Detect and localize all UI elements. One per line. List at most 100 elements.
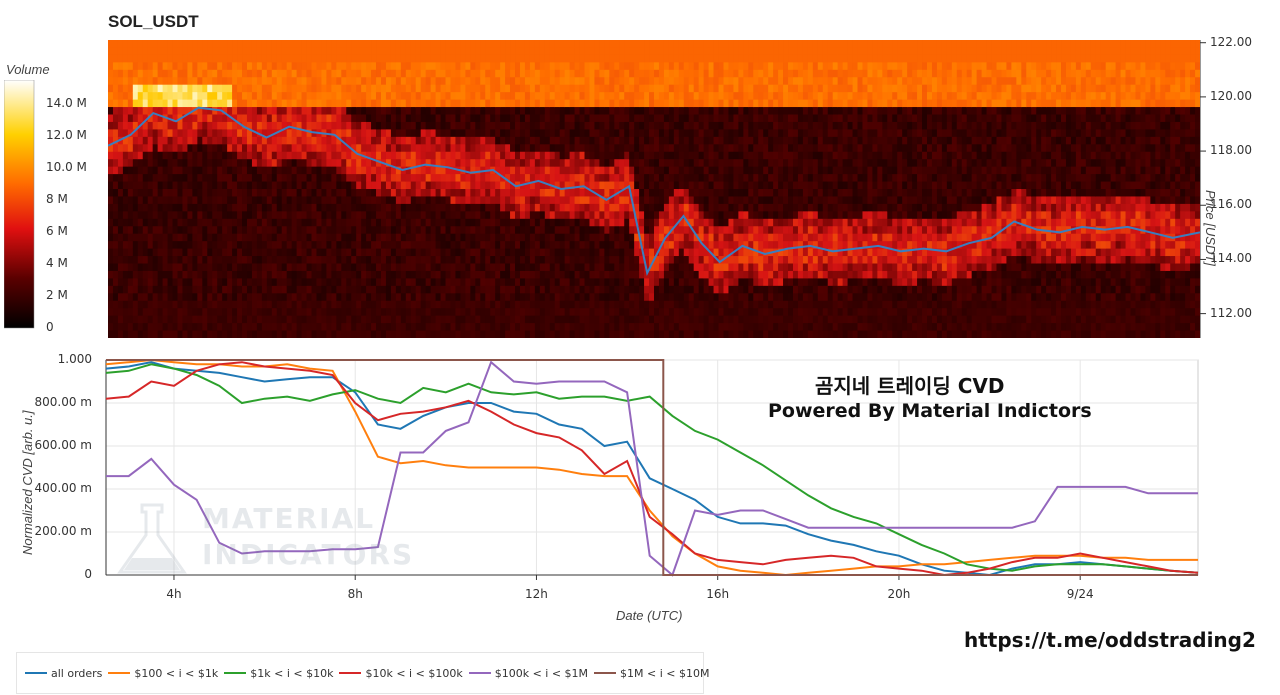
heatmap-cell	[410, 285, 417, 294]
heatmap-cell	[544, 315, 551, 324]
heatmap-cell	[594, 69, 600, 78]
heatmap-cell	[415, 121, 422, 130]
heatmap-cell	[604, 84, 610, 93]
heatmap-cell	[455, 315, 461, 324]
heatmap-cell	[480, 315, 486, 324]
heatmap-cell	[167, 151, 173, 160]
heatmap-cell	[187, 189, 193, 197]
heatmap-cell	[217, 174, 223, 182]
heatmap-cell	[395, 62, 402, 71]
heatmap-cell	[202, 330, 208, 338]
heatmap-cell	[455, 114, 461, 123]
heatmap-cell	[619, 323, 625, 331]
heatmap-cell	[425, 114, 432, 123]
heatmap-cell	[455, 270, 461, 279]
heatmap-cell	[599, 315, 605, 324]
heatmap-cell	[559, 77, 566, 86]
heatmap-cell	[390, 270, 397, 279]
heatmap-cell	[455, 218, 461, 227]
heatmap-cell	[197, 270, 203, 279]
heatmap-cell	[321, 233, 327, 242]
heatmap-cell	[182, 129, 188, 138]
heatmap-cell	[405, 233, 412, 242]
heatmap-cell	[167, 330, 173, 338]
heatmap-cell	[425, 40, 432, 48]
heatmap-cell	[524, 203, 531, 212]
heatmap-cell	[410, 218, 417, 227]
heatmap-cell	[678, 323, 685, 331]
heatmap-cell	[172, 136, 178, 145]
heatmap-cell	[281, 248, 288, 257]
heatmap-cell	[127, 278, 134, 287]
heatmap-cell	[589, 256, 595, 264]
heatmap-cell	[410, 54, 417, 63]
heatmap-cell	[276, 151, 283, 160]
heatmap-cell	[405, 114, 412, 123]
heatmap-cell	[519, 121, 526, 130]
heatmap-cell	[117, 181, 124, 190]
heatmap-cell	[385, 308, 392, 317]
heatmap-cell	[157, 159, 163, 168]
heatmap-cell	[132, 293, 139, 302]
heatmap-cell	[142, 211, 149, 220]
heatmap-cell	[286, 151, 293, 160]
heatmap-cell	[559, 308, 566, 317]
heatmap-cell	[232, 92, 238, 100]
heatmap-cell	[395, 315, 402, 324]
heatmap-cell	[539, 166, 546, 175]
heatmap-cell	[301, 174, 307, 182]
heatmap-cell	[480, 300, 486, 309]
heatmap-cell	[356, 159, 362, 168]
heatmap-cell	[336, 40, 342, 48]
heatmap-cell	[336, 323, 342, 331]
heatmap-cell	[584, 54, 590, 63]
heatmap-cell	[346, 330, 352, 338]
heatmap-cell	[132, 174, 139, 182]
heatmap-cell	[529, 293, 536, 302]
heatmap-cell	[510, 196, 516, 205]
heatmap-cell	[381, 114, 387, 123]
heatmap-cell	[271, 315, 278, 324]
heatmap-cell	[251, 203, 258, 212]
heatmap-cell	[137, 308, 144, 317]
heatmap-cell	[390, 203, 397, 212]
heatmap-cell	[475, 84, 481, 93]
heatmap-cell	[276, 92, 283, 100]
heatmap-cell	[405, 293, 412, 302]
heatmap-cell	[579, 233, 585, 242]
heatmap-cell	[718, 293, 724, 302]
heatmap-cell	[361, 166, 367, 175]
heatmap-cell	[470, 278, 476, 287]
heatmap-cell	[142, 62, 149, 71]
heatmap-cell	[147, 226, 154, 235]
heatmap-cell	[122, 248, 129, 257]
heatmap-cell	[246, 211, 253, 220]
heatmap-cell	[212, 285, 218, 294]
heatmap-cell	[410, 233, 417, 242]
heatmap-cell	[132, 226, 139, 235]
heatmap-cell	[713, 62, 719, 71]
heatmap-cell	[217, 330, 223, 338]
heatmap-cell	[410, 40, 417, 48]
heatmap-cell	[167, 47, 173, 56]
heatmap-cell	[524, 159, 531, 168]
heatmap-cell	[122, 107, 129, 115]
heatmap-cell	[559, 233, 566, 242]
heatmap-cell	[584, 196, 590, 205]
heatmap-cell	[693, 92, 700, 100]
heatmap-cell	[405, 203, 412, 212]
heatmap-cell	[534, 241, 541, 249]
heatmap-cell	[346, 315, 352, 324]
heatmap-cell	[495, 226, 501, 235]
heatmap-cell	[634, 263, 640, 272]
heatmap-cell	[316, 47, 322, 56]
heatmap-cell	[371, 218, 377, 227]
heatmap-cell	[549, 270, 556, 279]
heatmap-cell	[271, 77, 278, 86]
heatmap-cell	[435, 308, 441, 317]
heatmap-cell	[420, 256, 427, 264]
heatmap-cell	[619, 308, 625, 317]
heatmap-cell	[594, 99, 600, 108]
heatmap-cell	[112, 315, 119, 324]
heatmap-cell	[683, 241, 690, 249]
